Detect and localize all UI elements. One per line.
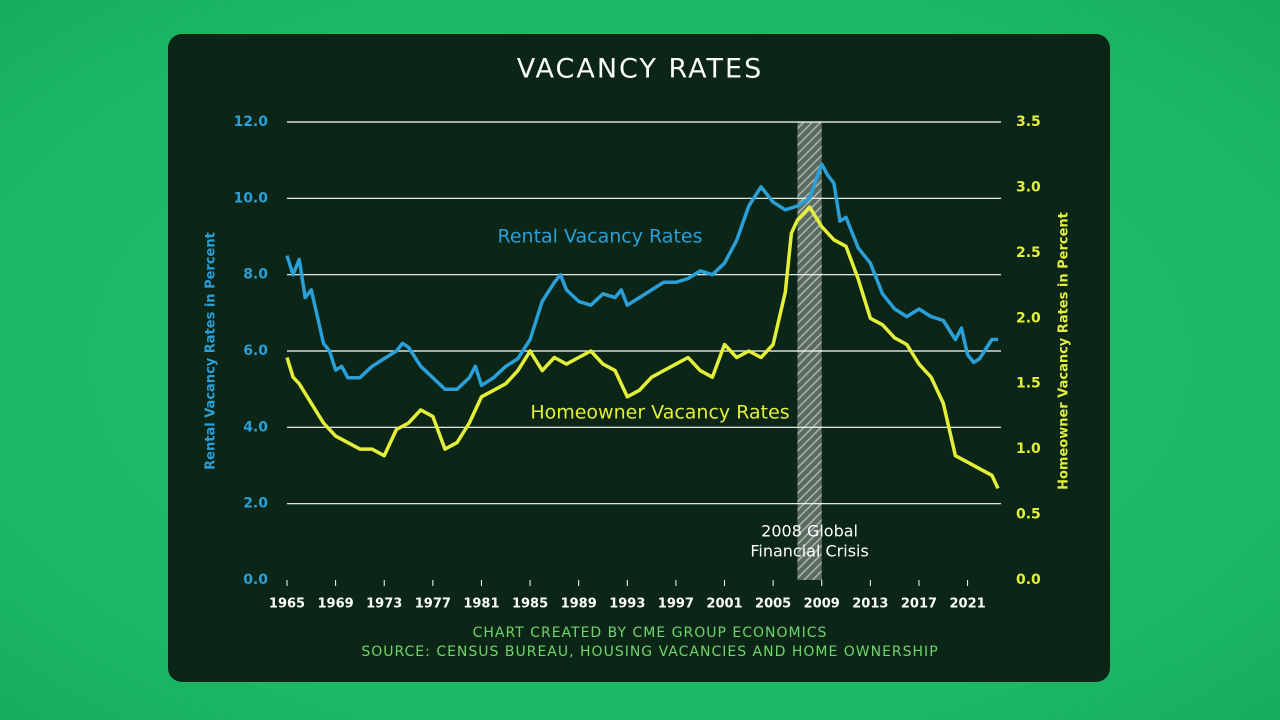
x-tick-label: 2005 <box>755 597 791 612</box>
series-label: Homeowner Vacancy Rates <box>530 402 789 424</box>
x-tick-label: 1993 <box>609 597 645 612</box>
x-tick-label: 1997 <box>658 597 694 612</box>
y2-tick-label: 3.0 <box>1016 179 1041 195</box>
x-tick-label: 2013 <box>852 597 888 612</box>
y-tick-label: 4.0 <box>243 419 268 435</box>
x-tick-label: 2021 <box>949 597 985 612</box>
y2-tick-label: 0.5 <box>1016 507 1041 523</box>
y-tick-label: 6.0 <box>243 343 268 359</box>
series-line <box>285 162 998 391</box>
x-tick-label: 1973 <box>366 597 402 612</box>
x-tick-label: 2001 <box>706 597 742 612</box>
x-tick-label: 1989 <box>561 597 597 612</box>
y-tick-label: 2.0 <box>243 496 268 512</box>
x-tick-label: 2017 <box>901 597 937 612</box>
y-tick-label: 8.0 <box>243 267 268 283</box>
footer-source: SOURCE: CENSUS BUREAU, HOUSING VACANCIES… <box>361 644 938 660</box>
y2-tick-label: 3.5 <box>1016 114 1041 130</box>
annotation-label: Financial Crisis <box>750 542 868 561</box>
x-tick-label: 2009 <box>804 597 840 612</box>
x-tick-label: 1969 <box>318 597 354 612</box>
x-tick-label: 1985 <box>512 597 548 612</box>
y2-tick-label: 0.0 <box>1016 572 1041 588</box>
y-tick-label: 12.0 <box>233 114 268 130</box>
y-axis-label: Rental Vacancy Rates in Percent <box>204 232 219 470</box>
chart-title: VACANCY RATES <box>517 54 763 85</box>
y2-tick-label: 1.0 <box>1016 441 1041 457</box>
series-label: Rental Vacancy Rates <box>498 226 703 248</box>
y2-tick-label: 1.5 <box>1016 376 1041 392</box>
x-tick-label: 1965 <box>269 597 305 612</box>
y2-tick-label: 2.0 <box>1016 310 1041 326</box>
y-tick-label: 10.0 <box>233 190 268 206</box>
y-tick-label: 0.0 <box>243 572 268 588</box>
series-line <box>285 205 1000 490</box>
y2-axis-label: Homeowner Vacancy Rates in Percent <box>1057 212 1072 490</box>
y2-tick-label: 2.5 <box>1016 245 1041 261</box>
annotation-label: 2008 Global <box>761 522 858 541</box>
panel <box>168 34 1110 682</box>
footer-credit: CHART CREATED BY CME GROUP ECONOMICS <box>473 625 828 641</box>
x-tick-label: 1981 <box>463 597 499 612</box>
x-tick-label: 1977 <box>415 597 451 612</box>
